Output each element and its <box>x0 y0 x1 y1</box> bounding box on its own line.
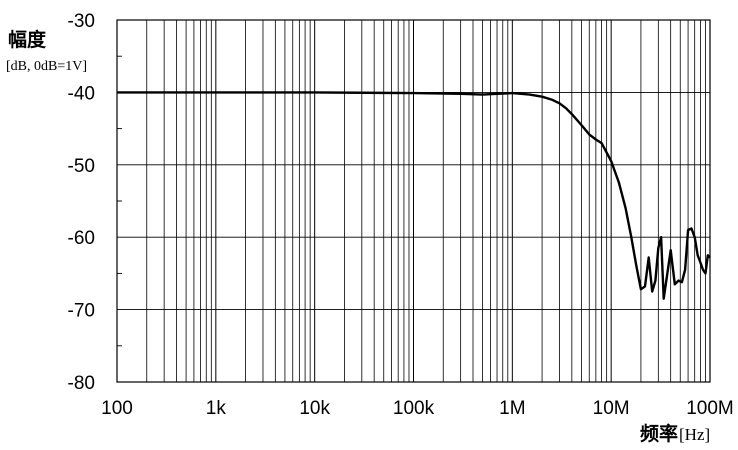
y-tick-label: -30 <box>68 11 95 32</box>
y-axis-ticks: -30 -40 -50 -60 -70 -80 <box>68 11 95 394</box>
y-tick-label: -60 <box>68 228 95 249</box>
y-axis-label: 幅度 <box>8 28 47 51</box>
series-layer <box>117 91 711 300</box>
x-axis-unit: [Hz] <box>679 425 710 444</box>
grid-lines <box>117 19 710 383</box>
x-tick-label: 1M <box>499 398 525 419</box>
x-axis-ticks: 100 1k 10k 100k 1M 10M 100M <box>101 398 734 419</box>
x-axis-label: 频率 <box>640 422 678 445</box>
y-tick-label: -80 <box>68 373 95 394</box>
x-tick-label: 100 <box>101 398 133 419</box>
x-tick-label: 100k <box>393 398 435 419</box>
y-axis-unit: [dB, 0dB=1V] <box>6 59 87 74</box>
x-tick-label: 10k <box>299 398 330 419</box>
x-tick-label: 100M <box>686 398 734 419</box>
x-tick-label: 10M <box>593 398 630 419</box>
y-tick-label: -50 <box>68 156 95 177</box>
series-line <box>117 91 711 300</box>
y-tick-label: -70 <box>68 301 95 322</box>
y-tick-label: -40 <box>68 83 95 104</box>
x-tick-label: 1k <box>206 398 227 419</box>
plot-area <box>116 19 711 383</box>
